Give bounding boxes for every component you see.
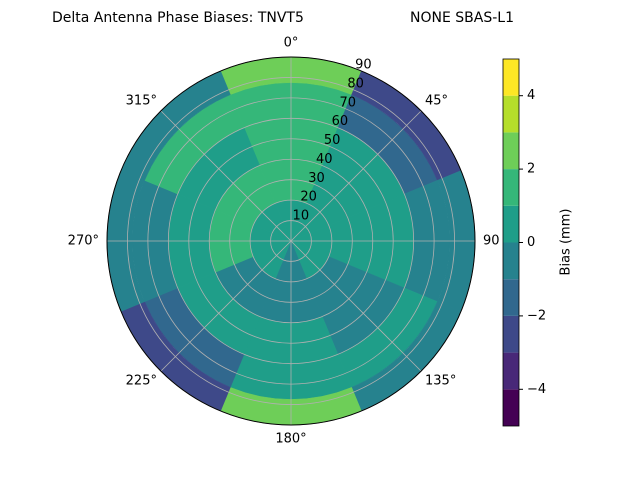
radial-tick-label: 40	[316, 152, 333, 167]
radial-tick-label: 60	[332, 114, 349, 129]
radial-tick-label: 80	[347, 76, 364, 91]
angular-tick-label: 45°	[425, 93, 448, 108]
angular-grid-line	[290, 240, 422, 372]
colorbar-tick-label: 0	[527, 235, 535, 250]
angular-tick-label: 135°	[425, 374, 456, 389]
angular-tick-label: 225°	[126, 374, 157, 389]
radial-tick-label: 20	[300, 190, 317, 205]
angular-tick-label: 90	[483, 234, 500, 249]
angular-grid-line	[290, 110, 422, 242]
colorbar-tick-label: 4	[527, 88, 535, 103]
colorbar-segment	[503, 95, 519, 133]
colorbar-segment	[503, 132, 519, 170]
polar-frame	[106, 56, 476, 426]
angular-tick-label: 315°	[126, 93, 157, 108]
colorbar-segment	[503, 205, 519, 243]
radial-tick-label: 10	[293, 209, 310, 224]
colorbar-tick-label: 2	[527, 162, 535, 177]
radial-tick-label: 30	[308, 171, 325, 186]
colorbar-tick-label: −2	[527, 308, 546, 323]
angular-tick-label: 180°	[275, 432, 306, 447]
radial-tick-label: 90	[355, 58, 372, 73]
colorbar-segment	[503, 315, 519, 353]
chart-title: Delta Antenna Phase Biases: TNVT5	[52, 10, 304, 26]
colorbar-segment	[503, 242, 519, 280]
colorbar-segment	[503, 169, 519, 206]
radial-tick-label: 50	[324, 133, 341, 148]
colorbar-tick-label: −4	[527, 382, 546, 397]
angular-tick-label: 270°	[68, 234, 99, 249]
angular-tick-label: 0°	[284, 36, 299, 51]
angular-grid-line	[160, 110, 292, 242]
colorbar-label: Bias (mm)	[559, 209, 574, 276]
angular-grid-line	[160, 240, 292, 372]
chart-subtitle: NONE SBAS-L1	[410, 10, 514, 26]
colorbar-segment	[503, 59, 519, 96]
radial-tick-label: 70	[339, 95, 356, 110]
colorbar-segment	[503, 389, 519, 426]
colorbar-segment	[503, 352, 519, 390]
colorbar-segment	[503, 279, 519, 316]
